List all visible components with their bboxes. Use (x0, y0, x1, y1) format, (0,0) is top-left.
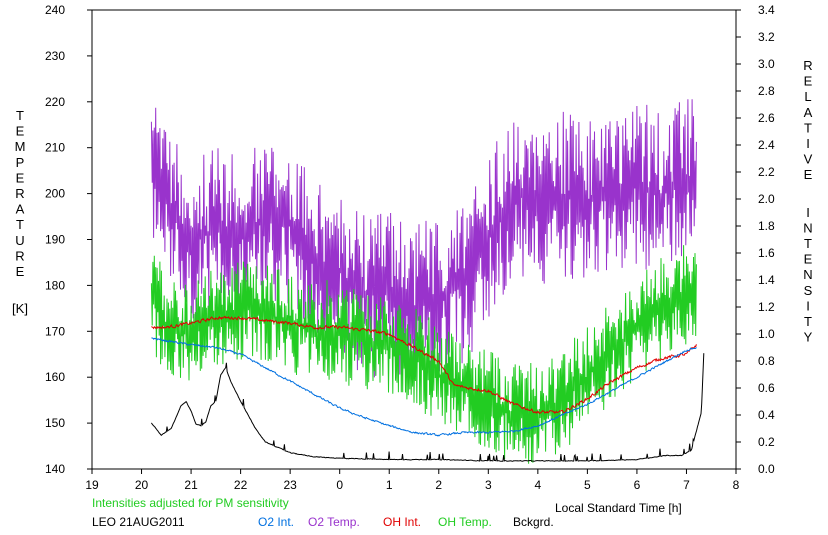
right-label-letter: T (804, 120, 812, 135)
right-label-letter: E (804, 252, 813, 267)
left-tick-label: 140 (45, 462, 65, 476)
right-tick-label: 2.8 (758, 84, 775, 98)
left-axis-unit: [K] (12, 301, 28, 316)
left-label-letter: R (15, 186, 24, 201)
x-tick-label: 6 (634, 478, 641, 492)
left-label-letter: U (15, 233, 24, 248)
legend-entry-oh_int: OH Int. (383, 515, 421, 529)
left-label-letter: A (16, 202, 25, 217)
legend-entry-o2_temp: O2 Temp. (308, 515, 360, 529)
right-tick-label: 0.4 (758, 408, 775, 422)
series-line-oh_int (151, 315, 697, 415)
right-tick-label: 3.4 (758, 3, 775, 17)
x-tick-label: 21 (184, 478, 198, 492)
right-label-letter: V (804, 152, 813, 167)
right-tick-label: 1.6 (758, 246, 775, 260)
x-tick-label: 3 (485, 478, 492, 492)
x-tick-label: 2 (435, 478, 442, 492)
x-tick-label: 1 (386, 478, 393, 492)
legend: O2 Int. O2 Temp. OH Int. OH Temp. Bckgrd. (258, 515, 554, 529)
right-label-letter: T (804, 314, 812, 329)
right-tick-label: 2.2 (758, 165, 775, 179)
x-tick-label: 4 (535, 478, 542, 492)
right-tick-label: 1.0 (758, 327, 775, 341)
right-label-letter: S (804, 283, 813, 298)
right-label-letter: A (804, 105, 813, 120)
left-tick-label: 180 (45, 278, 65, 292)
left-label-letter: E (16, 264, 25, 279)
left-tick-label: 150 (45, 416, 65, 430)
left-label-letter: E (16, 124, 25, 139)
left-label-letter: E (16, 170, 25, 185)
right-tick-label: 3.0 (758, 57, 775, 71)
x-tick-label: 20 (135, 478, 149, 492)
right-tick-label: 2.4 (758, 138, 775, 152)
series-line-o2_temp (150, 99, 697, 379)
left-label-letter: T (16, 108, 24, 123)
right-tick-label: 0.0 (758, 462, 775, 476)
x-tick-label: 22 (234, 478, 248, 492)
left-tick-label: 210 (45, 141, 65, 155)
site-date-label: LEO 21AUG2011 (92, 515, 185, 529)
right-label-letter: T (804, 236, 812, 251)
ticks-layer: 19 20 21 22 23 0 1 2 3 4 5 6 7 8140150160170180190200… (45, 3, 775, 492)
right-label-letter: E (804, 74, 813, 89)
right-tick-label: 0.2 (758, 435, 775, 449)
left-tick-label: 200 (45, 187, 65, 201)
right-tick-label: 0.8 (758, 354, 775, 368)
right-label-letter: I (806, 136, 810, 151)
right-label-letter: L (804, 89, 811, 104)
right-tick-label: 0.6 (758, 381, 775, 395)
right-label-letter: I (806, 205, 810, 220)
series-line-bckgrd (150, 353, 705, 462)
left-label-letter: T (16, 217, 24, 232)
right-label-letter: N (803, 267, 812, 282)
series-line-o2_int (151, 337, 697, 437)
right-tick-label: 1.2 (758, 300, 775, 314)
left-label-letter: R (15, 248, 24, 263)
left-tick-label: 160 (45, 370, 65, 384)
right-label-letter: E (804, 167, 813, 182)
right-label-letter: I (806, 298, 810, 313)
series-layer (150, 99, 705, 464)
left-label-letter: M (15, 139, 26, 154)
x-tick-label: 0 (336, 478, 343, 492)
x-tick-label: 5 (584, 478, 591, 492)
series-line-oh_temp (150, 245, 697, 464)
left-label-letter: P (16, 155, 25, 170)
right-label-letter: N (803, 220, 812, 235)
right-label-letter: Y (804, 330, 813, 345)
x-tick-label: 8 (733, 478, 740, 492)
x-tick-label: 23 (283, 478, 297, 492)
left-tick-label: 170 (45, 324, 65, 338)
legend-entry-bckgrd: Bckgrd. (513, 515, 554, 529)
left-tick-label: 190 (45, 233, 65, 247)
right-tick-label: 2.6 (758, 111, 775, 125)
right-tick-label: 2.0 (758, 192, 775, 206)
right-tick-label: 1.8 (758, 219, 775, 233)
x-axis-label: Local Standard Time [h] (555, 501, 682, 515)
left-tick-label: 240 (45, 3, 65, 17)
right-label-letter: R (803, 58, 812, 73)
right-tick-label: 3.2 (758, 30, 775, 44)
right-tick-label: 1.4 (758, 273, 775, 287)
left-tick-label: 220 (45, 95, 65, 109)
x-tick-label: 7 (683, 478, 690, 492)
sensitivity-note: Intensities adjusted for PM sensitivity (92, 496, 289, 510)
x-tick-label: 19 (85, 478, 99, 492)
left-tick-label: 230 (45, 49, 65, 63)
legend-entry-oh_temp: OH Temp. (438, 515, 492, 529)
legend-entry-o2_int: O2 Int. (258, 515, 294, 529)
